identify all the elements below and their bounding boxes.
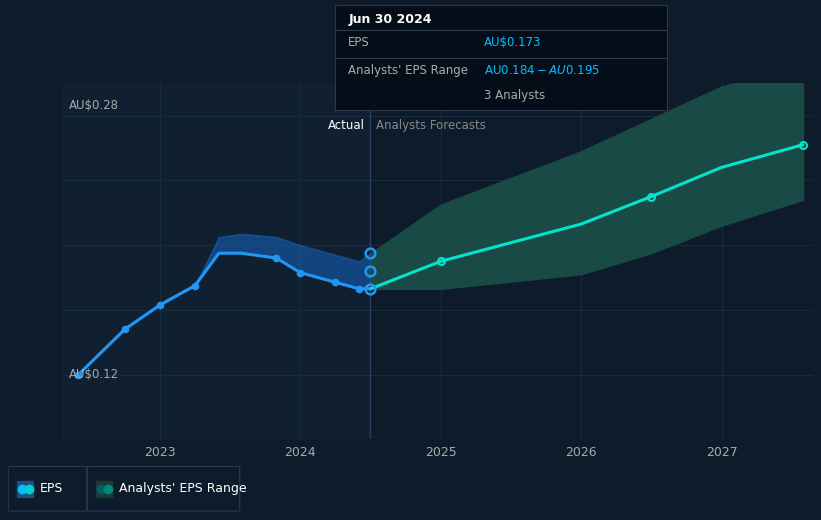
Text: EPS: EPS [40,483,63,495]
Text: Analysts Forecasts: Analysts Forecasts [376,119,486,132]
Text: AU$0.184 - AU$0.195: AU$0.184 - AU$0.195 [484,64,600,77]
Bar [62,83,370,439]
Text: AU$0.173: AU$0.173 [484,36,542,49]
Text: Analysts' EPS Range: Analysts' EPS Range [348,64,468,77]
Text: 3 Analysts: 3 Analysts [484,89,546,102]
Text: Actual: Actual [328,119,365,132]
Bar [370,83,813,439]
Text: Jun 30 2024: Jun 30 2024 [348,14,432,27]
Text: AU$0.12: AU$0.12 [69,368,119,381]
Text: Analysts' EPS Range: Analysts' EPS Range [119,483,246,495]
Text: EPS: EPS [348,36,370,49]
Text: AU$0.28: AU$0.28 [69,99,118,112]
